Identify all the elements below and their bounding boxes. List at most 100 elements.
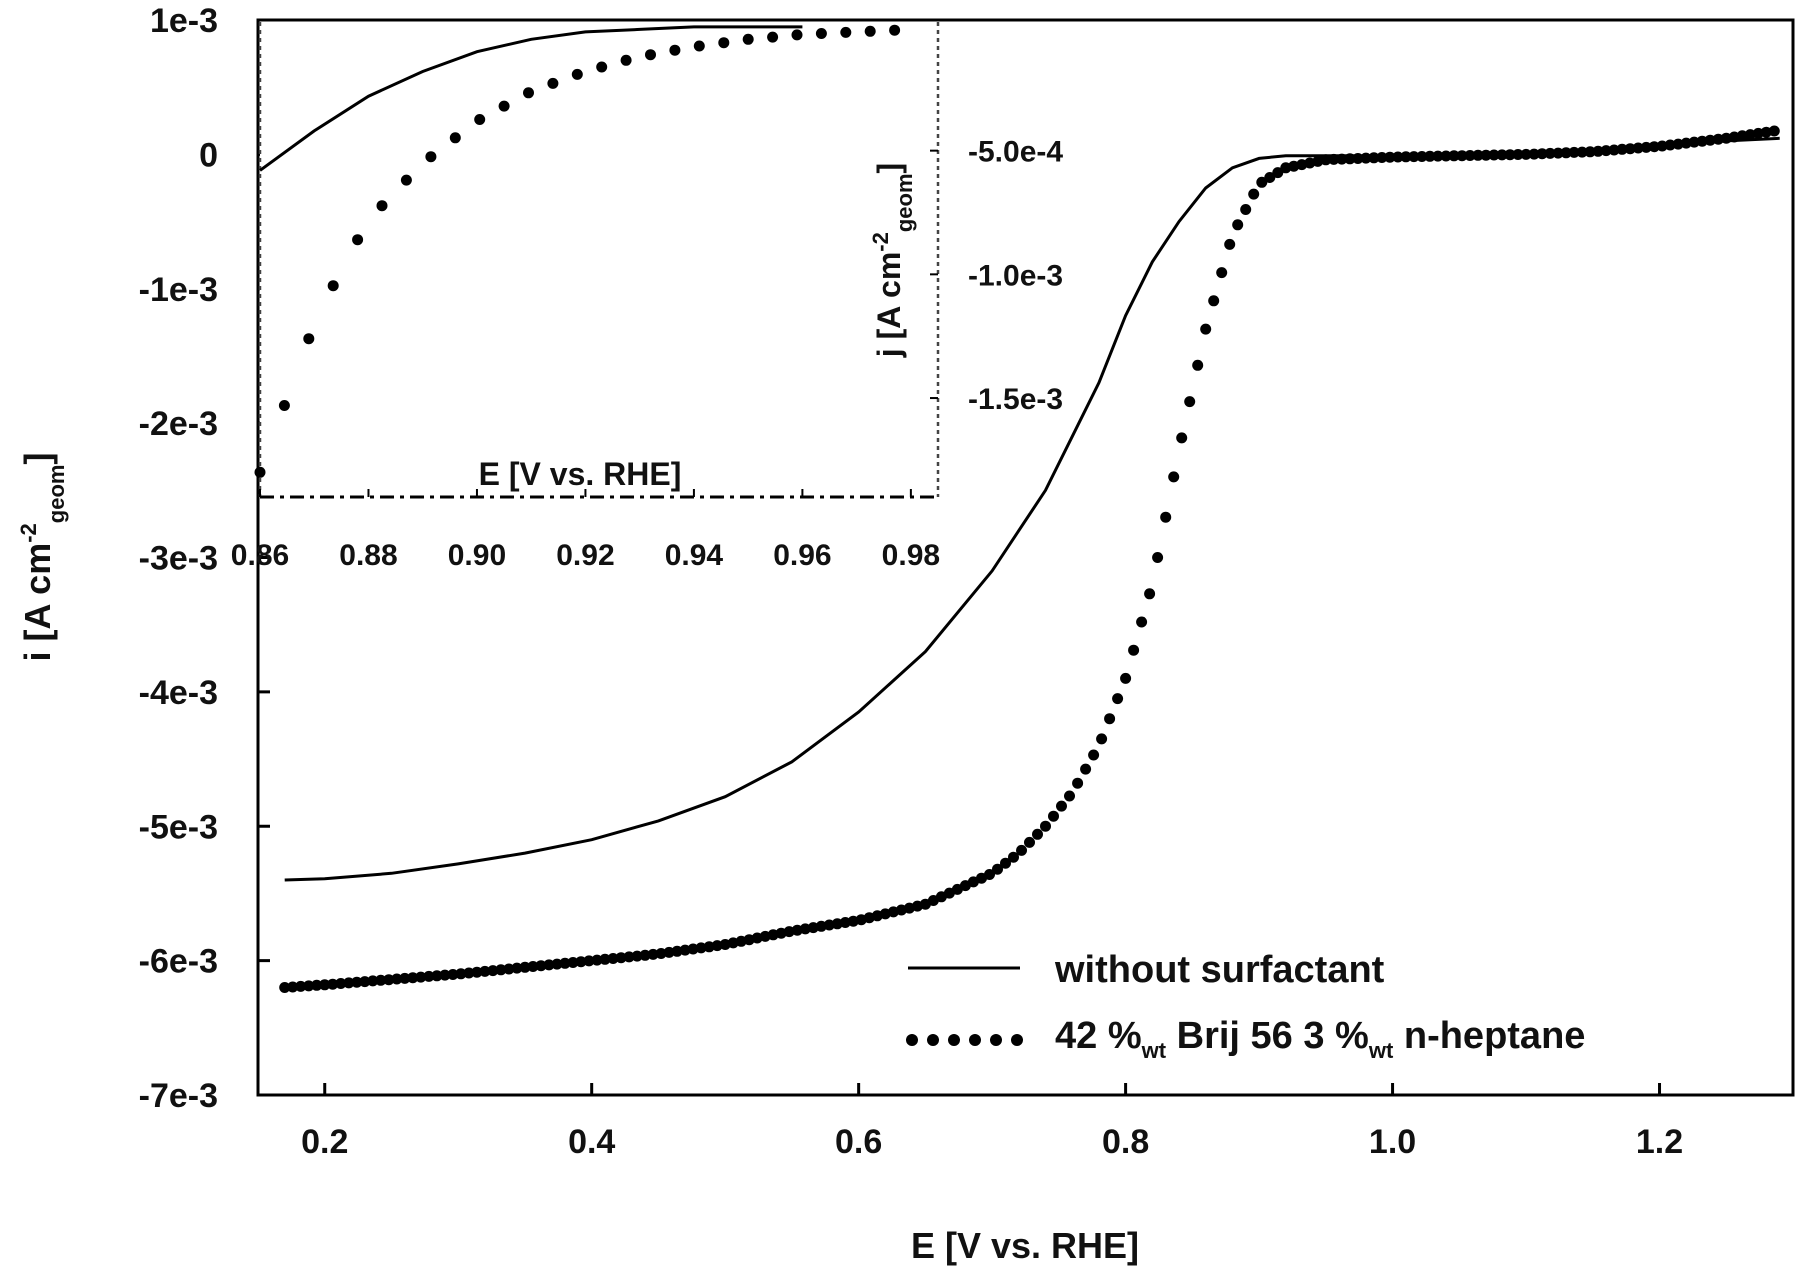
main-brij-point-51 [687,943,699,955]
inset-brij-point-3 [327,280,339,292]
main-brij-point-186 [1768,125,1780,137]
main-brij-point-20 [439,969,451,981]
inset-x-tick-label-6: 0.98 [882,539,940,572]
main-brij-point-46 [647,948,659,960]
main-brij-point-37 [575,956,587,968]
main-brij-point-11 [367,975,379,987]
inset-y-axis-title-sup: -2 [868,232,893,252]
main-brij-point-63 [783,926,795,938]
inset-brij-point-12 [547,77,559,89]
main-brij-point-16 [407,972,419,984]
main-brij-point-153 [1504,149,1516,161]
main-brij-point-25 [479,965,491,977]
main-brij-point-174 [1672,138,1684,150]
main-brij-point-144 [1432,150,1444,162]
main-brij-point-140 [1400,151,1412,163]
legend-brij-dot-4 [990,1034,1002,1046]
inset-brij-point-26 [889,24,901,36]
main-brij-point-166 [1608,144,1620,156]
inset-x-tick-label-0: 0.86 [231,539,289,572]
main-brij-point-122 [1256,176,1268,188]
main-brij-point-48 [663,946,675,958]
main-brij-point-132 [1336,153,1348,165]
main-brij-point-50 [679,944,691,956]
inset-brij-point-19 [718,37,730,49]
main-brij-point-119 [1232,219,1244,231]
main-brij-point-93 [1024,836,1035,848]
inset-brij-point-13 [571,68,583,80]
main-brij-point-0 [279,982,291,993]
inset-ticks-group: 0.86 0.88 0.90 0.92 0.94 0.96 0.98 -5.0e-4 -1.0e… [231,136,1064,572]
main-brij-point-42 [615,952,627,964]
inset-background [260,22,938,497]
inset-y-tick-label-1: -1.0e-3 [968,259,1063,292]
main-brij-point-45 [639,949,651,961]
legend-brij-part2: Brij 56 3 % [1166,1015,1369,1057]
main-brij-point-32 [535,960,547,972]
main-brij-point-23 [463,967,475,979]
main-brij-point-103 [1104,713,1116,725]
main-brij-point-17 [415,971,427,983]
main-brij-point-109 [1152,552,1164,563]
inset-y-axis-title-text: j [A cm [871,252,907,359]
main-brij-point-172 [1656,140,1668,152]
main-brij-point-6 [327,978,339,990]
inset-brij-point-23 [815,28,827,39]
main-y-tick-label-2: -1e-3 [139,271,218,309]
main-brij-point-54 [711,940,723,952]
inset-brij-point-9 [474,114,486,125]
inset-brij-point-20 [742,33,754,45]
main-brij-point-167 [1616,143,1628,155]
main-brij-point-89 [992,863,1003,875]
main-brij-point-4 [311,979,323,991]
main-brij-point-159 [1552,147,1564,159]
main-x-tick-label-2: 0.6 [835,1123,882,1161]
main-brij-point-91 [1008,851,1019,863]
inset-brij-point-14 [596,61,608,73]
main-brij-point-158 [1544,147,1556,159]
main-brij-point-163 [1584,146,1596,158]
main-brij-point-176 [1688,136,1700,148]
inset-x-tick-label-5: 0.96 [773,539,831,572]
legend-brij-dot-0 [906,1034,918,1046]
main-brij-point-137 [1376,152,1388,163]
main-brij-point-117 [1216,267,1228,279]
main-brij-point-39 [591,954,603,966]
inset-brij-point-1 [278,400,290,411]
legend-brij-dot-2 [948,1034,960,1046]
main-brij-point-161 [1568,146,1580,158]
main-brij-point-43 [623,951,635,963]
inset-brij-point-0 [254,466,266,478]
main-brij-point-131 [1328,153,1340,165]
main-brij-point-92 [1016,844,1027,856]
main-brij-point-33 [543,959,555,971]
main-brij-point-28 [503,963,515,975]
main-brij-point-36 [567,957,579,968]
main-y-axis-title: i [A cm-2geom] [16,453,69,662]
inset-brij-point-8 [449,132,461,144]
main-brij-point-147 [1456,150,1468,162]
inset-series-without-surfactant-line [259,25,803,172]
inset-brij-point-22 [791,29,803,41]
main-brij-point-146 [1448,150,1460,162]
main-brij-point-108 [1144,588,1156,600]
main-brij-point-115 [1200,323,1212,335]
main-brij-point-94 [1032,828,1043,840]
main-brij-point-149 [1472,149,1484,161]
main-brij-point-40 [599,953,611,965]
main-brij-point-152 [1496,149,1508,161]
inset-brij-point-17 [669,44,681,56]
main-brij-point-110 [1160,511,1172,523]
inset-brij-point-7 [425,151,437,163]
legend-brij-dot-3 [969,1034,981,1046]
main-series-brij-dots [279,125,1780,993]
main-y-axis-title-end: ] [17,453,58,465]
main-brij-point-165 [1600,145,1612,157]
inset-brij-point-11 [523,87,534,99]
main-x-tick-label-0: 0.2 [301,1123,348,1161]
legend-brij-dot-5 [1011,1034,1023,1046]
main-brij-point-35 [559,957,571,969]
main-brij-point-156 [1528,148,1540,160]
main-x-tick-label-5: 1.2 [1636,1123,1683,1161]
